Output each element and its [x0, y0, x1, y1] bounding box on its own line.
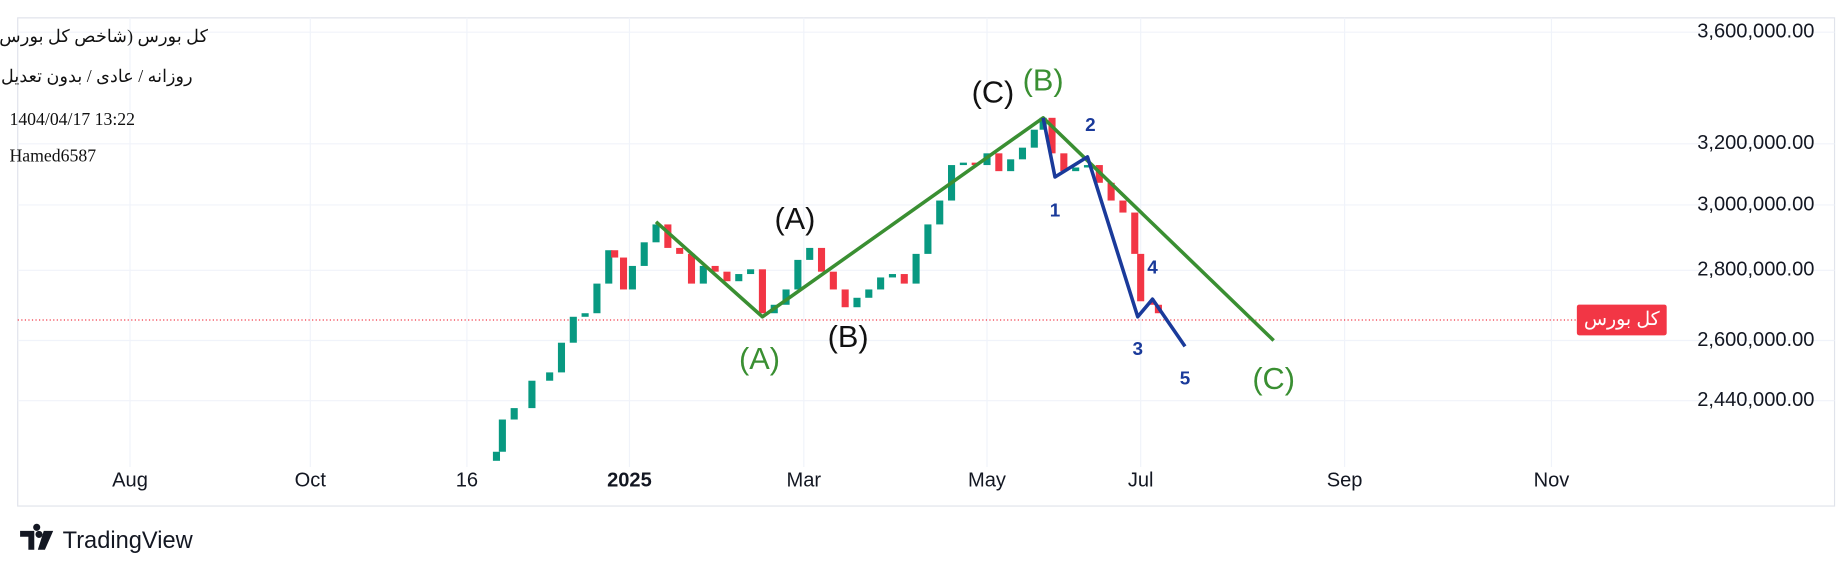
wave-label: 5 [1180, 369, 1191, 390]
x-tick-label: Sep [1327, 470, 1363, 492]
candle-body [699, 265, 707, 284]
header-timestamp: 1404/04/17 13:22 [9, 109, 135, 129]
candle-body [806, 247, 814, 260]
x-tick-label: May [968, 470, 1006, 492]
candle-body [782, 289, 790, 305]
x-tick-label: 2025 [607, 470, 652, 492]
candle-body [853, 297, 861, 308]
candle-body [664, 224, 672, 248]
candle-body [569, 316, 577, 343]
wave-label: (B) [1023, 62, 1064, 97]
candle-body [1072, 167, 1080, 172]
candle-body [995, 153, 1003, 172]
candle-body [510, 408, 518, 420]
candle-body [924, 224, 932, 254]
tradingview-logo [20, 523, 54, 550]
x-tick-label: 16 [456, 470, 478, 492]
candle-body [1137, 253, 1145, 302]
candle-body [1131, 212, 1139, 254]
candle-body [758, 269, 766, 314]
candle-body [959, 162, 967, 166]
x-tick-label: Aug [112, 470, 148, 492]
candle-body [1119, 200, 1127, 213]
grid [17, 17, 1835, 468]
wave-label: (B) [828, 319, 869, 354]
candle-body [640, 242, 648, 266]
wave-label: (C) [1252, 361, 1295, 396]
candle-body [888, 274, 896, 278]
candle-body [711, 265, 719, 272]
candle-body [498, 419, 506, 452]
x-tick-label: Oct [295, 470, 327, 492]
candle-body [581, 313, 589, 317]
wave-label: 1 [1050, 200, 1061, 221]
wave-line [654, 116, 1275, 342]
candle-body [723, 271, 731, 282]
candle-body [912, 253, 920, 284]
candle-body [794, 259, 802, 290]
wave-label: 2 [1085, 115, 1096, 136]
candle-body [628, 265, 636, 290]
y-tick-label: 3,600,000.00 [1697, 21, 1814, 43]
candle-body [528, 380, 536, 409]
candle-body [1048, 117, 1056, 154]
candle-body [611, 250, 619, 258]
candle-body [557, 342, 566, 373]
y-tick-label: 3,000,000.00 [1697, 193, 1814, 215]
candle-body [687, 253, 696, 284]
x-tick-label: Mar [787, 470, 822, 492]
candle-body [735, 274, 743, 282]
header-title: کل بورس (شاخص کل بورس) [0, 26, 209, 47]
candle-body [1107, 182, 1115, 201]
y-tick-label: 2,800,000.00 [1697, 259, 1814, 281]
candle-body [1030, 129, 1038, 148]
candle-body [817, 247, 826, 272]
candle-body [593, 283, 601, 314]
header-author: Hamed6587 [9, 145, 96, 165]
candle-body [865, 289, 873, 298]
wave-line [1041, 117, 1187, 348]
wave-label: (A) [739, 341, 780, 376]
candle-body [1007, 159, 1015, 172]
header-subtitle: روزانه / عادی / بدون تعدیل [1, 66, 193, 87]
y-tick-label: 2,440,000.00 [1697, 389, 1814, 411]
x-tick-label: Jul [1128, 470, 1154, 492]
wave-label: (C) [972, 74, 1015, 109]
x-tick-label: Nov [1534, 470, 1570, 492]
candle-body [1060, 153, 1068, 172]
candle-body [747, 269, 755, 275]
wave-label: (A) [774, 201, 815, 236]
price-label-box [1576, 304, 1667, 336]
candle-body [877, 277, 885, 290]
y-tick-label: 2,600,000.00 [1697, 329, 1814, 351]
y-tick-label: 3,200,000.00 [1697, 132, 1814, 154]
candle-body [676, 247, 684, 254]
candle-body [546, 372, 554, 381]
brand: TradingView [63, 528, 194, 554]
candle-body [652, 224, 660, 243]
candle-body [1018, 147, 1027, 160]
candle-body [1083, 165, 1092, 168]
candle-body [492, 451, 501, 461]
wave-label: 4 [1147, 257, 1158, 278]
wave-label: 3 [1132, 339, 1143, 360]
candle-body [605, 250, 613, 284]
candle-body [829, 271, 837, 290]
candle-body [619, 257, 628, 290]
marks [17, 116, 1577, 461]
plot-frame [17, 17, 1836, 507]
price-label: کل بورس [1584, 309, 1661, 330]
candle-body [900, 274, 908, 284]
candle-body [936, 200, 944, 225]
candle-body [1148, 301, 1157, 305]
candle-body [841, 289, 849, 308]
